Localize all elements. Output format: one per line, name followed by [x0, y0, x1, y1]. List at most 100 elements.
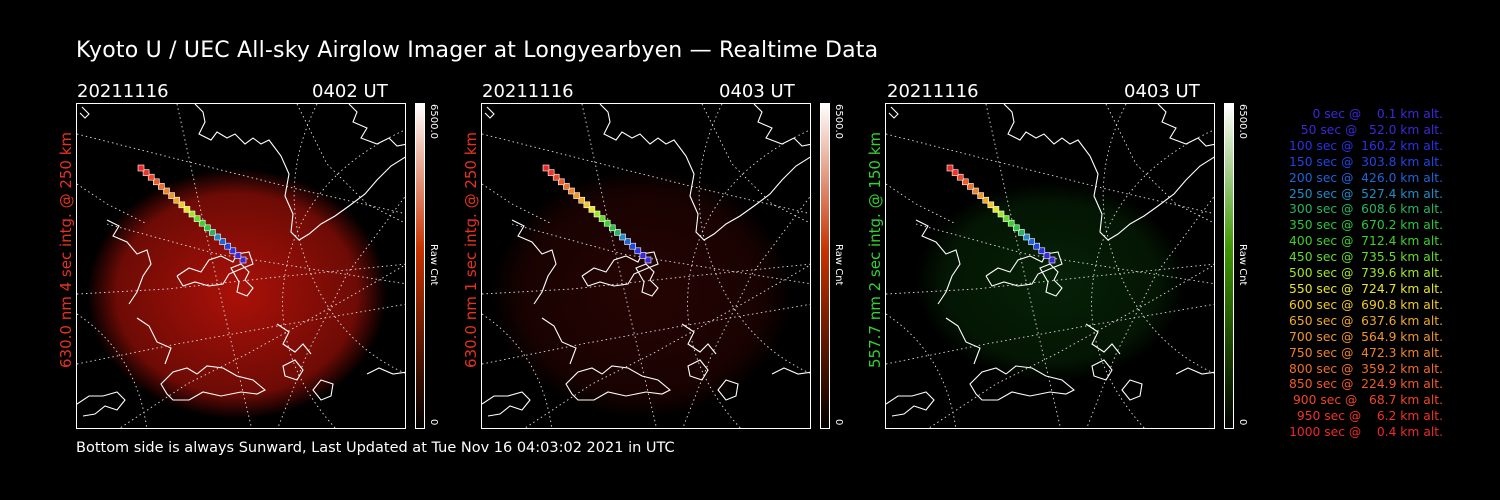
track-marker — [188, 210, 196, 218]
page-title: Kyoto U / UEC All-sky Airglow Imager at … — [76, 38, 879, 63]
track-marker — [183, 206, 191, 213]
panel-3-colorbar — [1224, 103, 1234, 429]
track-marker — [229, 247, 237, 255]
track-marker — [977, 192, 984, 199]
track-marker — [629, 242, 636, 250]
track-marker — [558, 178, 565, 186]
panel-2-time: 0403 UT — [719, 81, 795, 102]
track-marker — [552, 173, 560, 181]
panel-3-colorbar-min: 0 — [1237, 419, 1248, 426]
track-marker — [619, 233, 626, 241]
panel-1-side-label: 630.0 nm 4 sec intg. @ 250 km — [57, 131, 75, 368]
legend-entry: 250 sec @ 527.4 km alt. — [1289, 186, 1443, 201]
track-marker — [1013, 224, 1020, 232]
footer-note: Bottom side is always Sunward, Last Upda… — [76, 440, 675, 456]
legend-entry: 450 sec @ 735.5 km alt. — [1289, 250, 1443, 265]
panel-1-image — [76, 103, 406, 429]
panel-1-time: 0402 UT — [312, 81, 388, 102]
coastlines — [482, 104, 810, 417]
track-marker — [992, 206, 1000, 213]
panel-2-date: 20211116 — [482, 81, 574, 102]
track-marker — [1002, 215, 1010, 222]
satellite-track — [542, 164, 652, 264]
legend-entry: 700 sec @ 564.9 km alt. — [1289, 329, 1443, 344]
track-marker — [1028, 238, 1035, 245]
panel-1-colorbar-max: 6500.0 — [428, 104, 439, 139]
track-marker — [593, 210, 601, 218]
coastlines — [886, 104, 1214, 417]
panel-3-date: 20211116 — [887, 81, 979, 102]
panel-2-colorbar — [820, 103, 830, 429]
track-marker — [563, 183, 570, 190]
track-marker — [1023, 233, 1030, 241]
track-marker — [224, 242, 231, 250]
panel-3-side-label: 557.7 nm 2 sec intg. @ 150 km — [866, 131, 884, 368]
track-marker — [578, 196, 585, 204]
track-marker — [193, 215, 201, 222]
legend-entry: 650 sec @ 637.6 km alt. — [1289, 313, 1443, 328]
track-marker — [163, 187, 170, 195]
altitude-legend: 0 sec @ 0.1 km alt. 50 sec @ 52.0 km alt.… — [1250, 107, 1443, 441]
track-marker — [168, 192, 175, 199]
legend-entry: 850 sec @ 224.9 km alt. — [1289, 377, 1443, 392]
legend-entry: 50 sec @ 52.0 km alt. — [1300, 122, 1443, 137]
panel-3-time: 0403 UT — [1124, 81, 1200, 102]
track-marker — [209, 229, 216, 236]
track-marker — [137, 164, 145, 172]
track-marker — [972, 187, 979, 195]
track-marker — [987, 201, 995, 209]
grid-lines — [77, 104, 405, 428]
satellite-track — [946, 164, 1056, 264]
track-marker — [583, 201, 591, 209]
panel-3-colorbar-max: 6500.0 — [1237, 104, 1248, 139]
panel-2-colorbar-max: 6500.0 — [833, 104, 844, 139]
panel-2-colorbar-unit: Raw Cnt — [833, 244, 844, 286]
track-marker — [967, 183, 974, 190]
legend-entry: 0 sec @ 0.1 km alt. — [1312, 107, 1443, 121]
track-marker — [542, 164, 550, 172]
track-marker — [234, 252, 242, 259]
legend-entry: 200 sec @ 426.0 km alt. — [1289, 170, 1443, 185]
panel-2-side-label: 630.0 nm 1 sec intg. @ 250 km — [462, 131, 480, 368]
track-marker — [951, 169, 959, 176]
track-marker — [158, 183, 165, 190]
airglow-emission — [87, 169, 387, 419]
track-marker — [1007, 219, 1015, 227]
track-marker — [588, 206, 596, 213]
track-marker — [147, 173, 155, 181]
track-marker — [1033, 242, 1040, 250]
panel-1-colorbar — [415, 103, 425, 429]
airglow-emission — [916, 182, 1186, 382]
legend-entry: 500 sec @ 739.6 km alt. — [1289, 266, 1443, 281]
track-marker — [173, 196, 180, 204]
panel-1-date: 20211116 — [77, 81, 169, 102]
track-marker — [598, 215, 606, 222]
panel-3-colorbar-unit: Raw Cnt — [1237, 244, 1248, 286]
track-marker — [634, 247, 642, 255]
panel-1-colorbar-min: 0 — [428, 419, 439, 426]
airglow-emission — [492, 169, 792, 419]
legend-entry: 900 sec @ 68.7 km alt. — [1292, 393, 1443, 408]
legend-entry: 750 sec @ 472.3 km alt. — [1289, 345, 1443, 360]
track-marker — [573, 192, 580, 199]
track-marker — [142, 169, 150, 176]
legend-entry: 400 sec @ 712.4 km alt. — [1289, 234, 1443, 249]
track-marker — [239, 256, 247, 264]
track-marker — [946, 164, 954, 172]
panel-2-colorbar-min: 0 — [833, 419, 844, 426]
legend-entry: 150 sec @ 303.8 km alt. — [1289, 154, 1443, 169]
coastlines — [77, 104, 405, 417]
track-marker — [956, 173, 964, 181]
legend-entry: 1000 sec @ 0.4 km alt. — [1289, 425, 1443, 440]
track-marker — [644, 256, 652, 264]
legend-entry: 550 sec @ 724.7 km alt. — [1289, 281, 1443, 296]
legend-entry: 600 sec @ 690.8 km alt. — [1289, 297, 1443, 312]
panel-1-colorbar-unit: Raw Cnt — [428, 244, 439, 286]
track-marker — [178, 201, 186, 209]
track-marker — [547, 169, 555, 176]
panel-3-image — [885, 103, 1215, 429]
track-marker — [614, 229, 621, 236]
legend-entry: 100 sec @ 160.2 km alt. — [1289, 138, 1443, 153]
legend-entry: 300 sec @ 608.6 km alt. — [1289, 202, 1443, 217]
track-marker — [962, 178, 969, 186]
